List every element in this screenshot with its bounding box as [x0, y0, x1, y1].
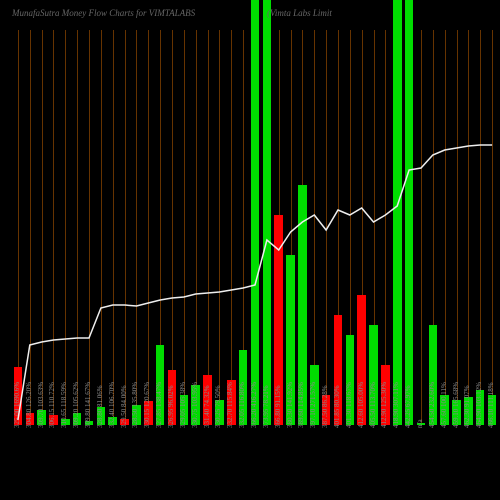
title-left: MunafaSutra Money Flow Charts for VIMTAL…: [12, 8, 195, 18]
price-line: [0, 0, 500, 500]
chart-title: MunafaSutra Money Flow Charts for VIMTAL…: [12, 8, 488, 18]
money-flow-chart: MunafaSutra Money Flow Charts for VIMTAL…: [0, 0, 500, 500]
price-line-path: [18, 145, 492, 420]
title-right: (Vimta Labs Limit: [267, 8, 332, 18]
plot-area: 325.00 1690.6%304.80 126.20%309.70 103.6…: [0, 0, 500, 500]
